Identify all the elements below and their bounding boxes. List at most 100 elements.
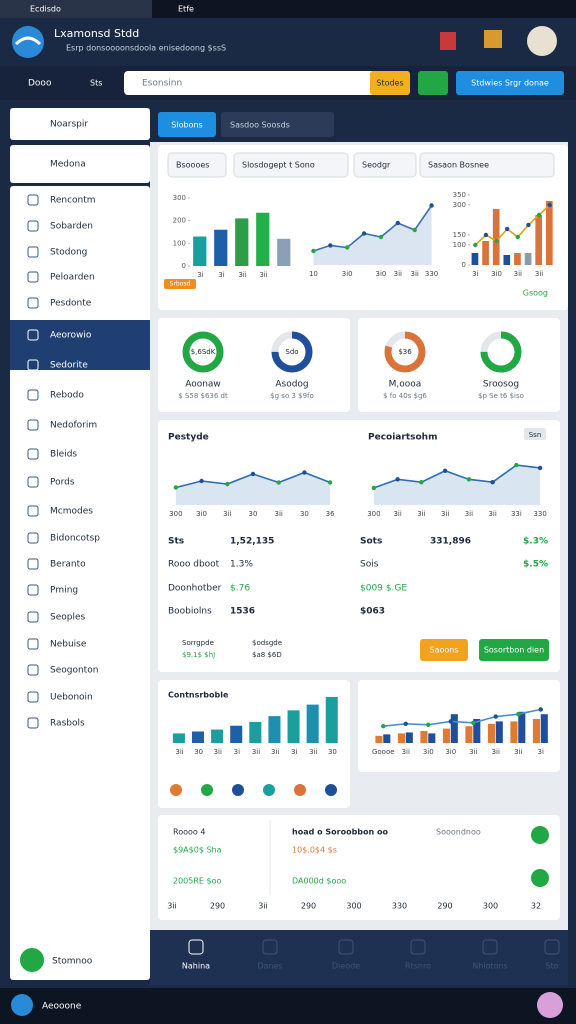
primary-button[interactable] [456, 71, 564, 95]
point [515, 234, 521, 240]
nav-icon [27, 691, 39, 703]
x-tick-label: 3i0 [196, 510, 207, 518]
bottom-nav-item: Sto [545, 962, 558, 971]
point [328, 243, 333, 248]
taskbar-label: Aeooone [42, 1002, 82, 1012]
button-label: Stdwies Srgr donae [471, 79, 549, 88]
axis-label: 330 [392, 902, 407, 911]
card-title: Pecoiartsohm [368, 433, 437, 443]
tab-title: Ecdisdo [30, 5, 61, 14]
point [536, 212, 542, 218]
avatar[interactable] [537, 992, 563, 1018]
y-tick-label: 100 [173, 239, 186, 247]
bar [191, 731, 205, 743]
x-tick-label: 3ii [465, 510, 473, 518]
x-tick-label: 3ii [492, 748, 500, 756]
icon [294, 784, 306, 796]
axis-label: 300 [346, 902, 361, 911]
x-tick-label: 3i [538, 748, 544, 756]
y-tick-label: 300 [453, 201, 466, 209]
point [199, 478, 204, 484]
filter-label: Slosdogept t Sono [242, 161, 315, 170]
stat: $.5% [523, 560, 548, 570]
point [526, 222, 531, 228]
card [158, 815, 560, 920]
nav-item: Pesdonte [50, 299, 92, 309]
bar [235, 218, 249, 266]
bar [503, 255, 511, 265]
sidebar-section[interactable] [10, 108, 150, 140]
point [490, 480, 495, 485]
button-label: Sosortbon dien [484, 646, 544, 655]
x-tick-label: 3ii [417, 510, 425, 518]
tab[interactable] [221, 112, 334, 137]
x-tick-label: 3ii [252, 748, 260, 756]
bar [211, 729, 224, 743]
nav-icon [27, 419, 39, 431]
sidebar-panel[interactable] [10, 145, 150, 183]
x-tick-label: 3ii [514, 270, 522, 278]
nav-icon [27, 611, 39, 623]
icon-button[interactable] [418, 71, 448, 95]
y-tick-label: 0 [182, 262, 186, 270]
active-tab[interactable] [0, 0, 152, 18]
button[interactable] [479, 639, 549, 661]
bar [375, 735, 383, 743]
stat: 1.3% [230, 560, 253, 570]
x-tick-label: 3i [291, 748, 297, 756]
icon [232, 784, 244, 796]
button[interactable] [420, 639, 468, 661]
point [493, 714, 498, 719]
point [412, 227, 417, 233]
x-tick-label: 3ii [535, 270, 543, 278]
sidebar-section: Noarspir [50, 120, 88, 130]
bottom-nav-item: Rtsnro [405, 962, 431, 971]
donut-label: Asodog [275, 380, 308, 390]
app-title: Lxamonsd Stdd [54, 27, 139, 40]
donut-center: $,6SdK [191, 348, 216, 356]
footer-icon[interactable] [20, 948, 44, 972]
stat: $odsgde [252, 639, 282, 647]
nav-icon [27, 246, 39, 258]
tab-active[interactable] [158, 112, 216, 137]
x-tick-label: 3i0 [342, 270, 353, 278]
filter [167, 152, 227, 178]
axis-label: 290 [301, 902, 316, 911]
nav-icon [27, 558, 39, 570]
point [395, 477, 400, 482]
point [514, 462, 519, 468]
summary-text: $9A$0$ Sha [173, 846, 222, 855]
taskbar [0, 988, 576, 1024]
point [344, 245, 350, 250]
icon[interactable] [440, 32, 456, 50]
button-label: Stodes [376, 79, 403, 88]
filter [419, 152, 555, 178]
sidebar-active[interactable] [10, 320, 150, 370]
nav-item: Sedorite [50, 361, 88, 371]
bar [287, 710, 300, 743]
x-tick-label: 3ii [393, 510, 401, 518]
tab: Sasdoo Soosds [230, 121, 290, 130]
stat: 331,896 [430, 537, 471, 547]
point [466, 477, 472, 482]
donut-sub: $ S58 $636 dt [178, 392, 228, 400]
status-icon [531, 869, 549, 887]
nav-icon [27, 664, 39, 676]
nav-item: Nebuise [50, 640, 87, 650]
summary-text: Roooo 4 [173, 828, 205, 837]
nav-item: Pords [50, 478, 75, 488]
bar [471, 253, 479, 265]
search-box[interactable] [124, 71, 410, 95]
search-button[interactable] [370, 71, 410, 95]
x-tick-label: 330 [425, 270, 438, 278]
donut-arc [384, 331, 426, 373]
start-icon[interactable] [11, 994, 33, 1016]
avatar[interactable] [527, 26, 557, 56]
bar [214, 229, 228, 266]
nav-icon [27, 476, 39, 488]
bar [268, 716, 281, 743]
nav-icon [482, 939, 498, 955]
icon[interactable] [484, 30, 502, 48]
donut-arc [480, 331, 522, 373]
